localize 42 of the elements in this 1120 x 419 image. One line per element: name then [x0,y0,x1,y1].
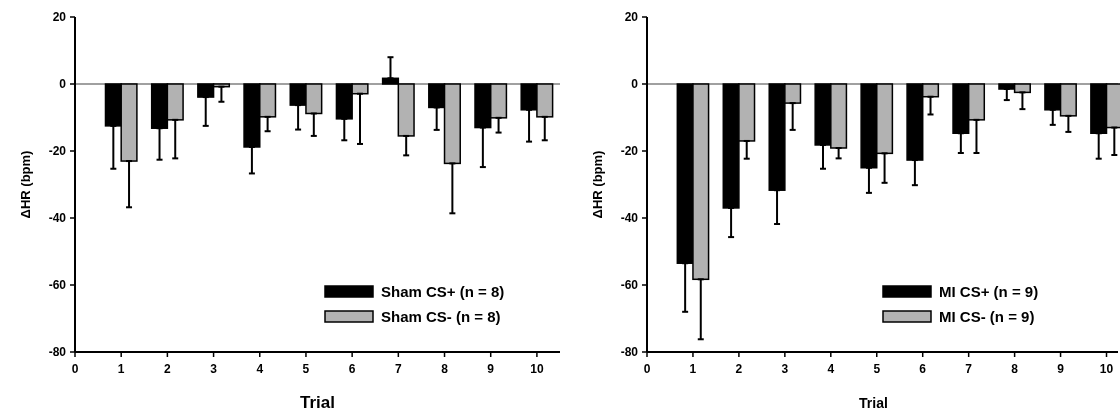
x-tick-label: 2 [735,362,743,376]
y-tick-label: -80 [48,345,67,360]
y-tick-label: 20 [624,10,639,25]
x-tick-label: 2 [164,362,172,376]
y-axis-title: ΔHR (bpm) [18,150,33,219]
x-tick-label: 8 [1011,362,1019,376]
legend-label: Sham CS- (n = 8) [381,308,501,326]
y-tick-label: -80 [620,345,639,360]
x-tick-label: 10 [530,362,544,376]
x-tick-label: 6 [919,362,927,376]
x-tick-label: 10 [1099,362,1114,376]
y-tick-label: 0 [59,77,67,92]
x-tick-label: 5 [873,362,881,376]
x-axis-title: Trial [300,393,335,412]
y-tick-label: 0 [631,77,639,92]
y-tick-label: -20 [48,144,67,159]
x-tick-label: 9 [487,362,495,376]
y-tick-label: -40 [48,211,67,226]
x-tick-label: 4 [827,362,835,376]
x-tick-label: 5 [302,362,310,376]
y-tick-label: -40 [620,211,639,226]
y-tick-label: -60 [48,278,67,293]
x-tick-label: 3 [781,362,789,376]
y-tick-label: -20 [620,144,639,159]
x-tick-label: 4 [256,362,264,376]
x-tick-label: 7 [394,362,402,376]
y-axis-title: ΔHR (bpm) [590,150,605,219]
x-tick-label: 1 [117,362,125,376]
legend-label: Sham CS+ (n = 8) [381,283,505,301]
legend-label: MI CS+ (n = 9) [939,283,1039,301]
x-tick-label: 1 [689,362,697,376]
legend-label: MI CS- (n = 9) [939,308,1035,326]
x-tick-label: 9 [1057,362,1065,376]
y-tick-label: 20 [52,10,67,25]
x-axis-title: Trial [859,395,888,411]
x-tick-label: 0 [71,362,79,376]
x-tick-label: 6 [348,362,356,376]
x-tick-label: 3 [210,362,218,376]
y-tick-label: -60 [620,278,639,293]
x-tick-label: 8 [441,362,449,376]
x-tick-label: 0 [643,362,651,376]
x-tick-label: 7 [965,362,973,376]
